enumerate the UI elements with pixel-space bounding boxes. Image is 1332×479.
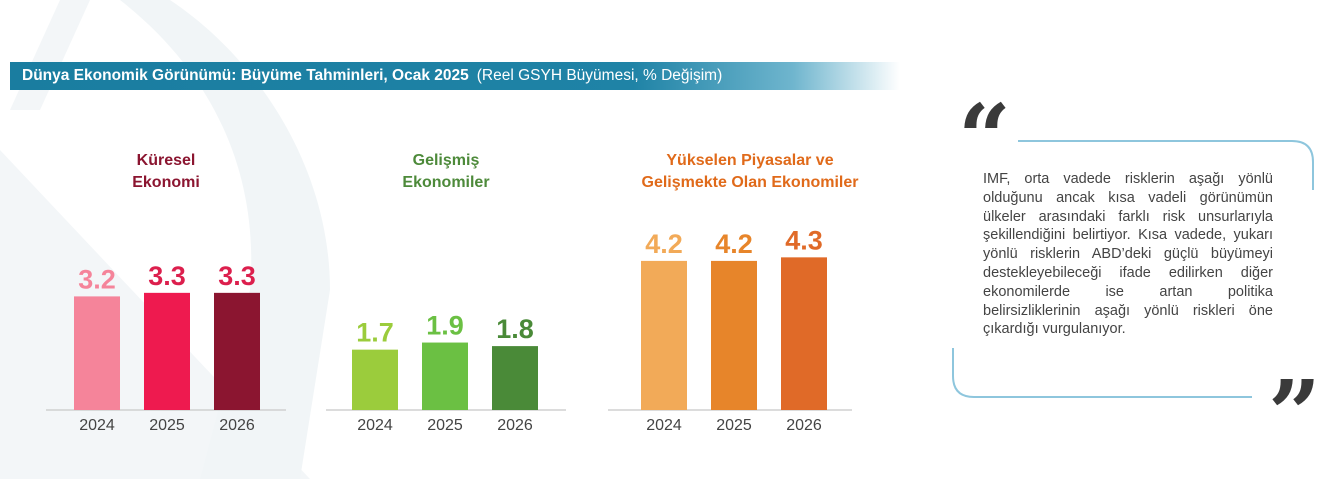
- chart-title-line: Gelişmekte Olan Ekonomiler: [641, 174, 859, 191]
- open-quote-icon: “: [958, 84, 1011, 192]
- x-tick-label: 2024: [79, 417, 115, 434]
- x-tick-label: 2024: [357, 417, 393, 434]
- bar-2024: [74, 296, 120, 410]
- x-tick-label: 2024: [646, 417, 682, 434]
- x-tick-label: 2025: [716, 417, 752, 434]
- chart-global-economy: Küresel Ekonomi 3.2 2024 3.3 2025 3.3 2026: [46, 150, 286, 440]
- bar-2025: [711, 260, 757, 410]
- bar-2025: [422, 342, 468, 410]
- quote-box: [952, 140, 1314, 398]
- data-label: 3.2: [78, 264, 116, 294]
- chart-title-line: Ekonomiler: [402, 174, 490, 191]
- chart-title-line: Yükselen Piyasalar ve: [666, 152, 834, 169]
- header-title: Dünya Ekonomik Görünümü: Büyüme Tahminle…: [22, 67, 469, 84]
- quote-border: [952, 140, 1314, 398]
- chart-title-line: Ekonomi: [132, 174, 200, 191]
- chart-advanced-economies: Gelişmiş Ekonomiler 1.7 2024 1.9 2025 1.8 2026: [326, 150, 566, 440]
- bar-2026: [492, 346, 538, 410]
- x-tick-label: 2026: [219, 417, 255, 434]
- chart-title: Gelişmiş Ekonomiler: [326, 150, 566, 194]
- chart-title: Yükselen Piyasalar ve Gelişmekte Olan Eko…: [608, 150, 892, 194]
- chart-svg: 1.7 2024 1.9 2025 1.8 2026: [326, 311, 566, 434]
- data-label: 3.3: [218, 261, 256, 291]
- data-label: 1.7: [356, 318, 394, 348]
- data-label: 1.8: [496, 314, 534, 344]
- chart-title: Küresel Ekonomi: [46, 150, 286, 194]
- x-tick-label: 2025: [427, 417, 463, 434]
- x-tick-label: 2026: [786, 417, 822, 434]
- header-bar: Dünya Ekonomik Görünümü: Büyüme Tahminle…: [10, 62, 900, 90]
- bar-2025: [144, 292, 190, 410]
- bar-2026: [214, 292, 260, 410]
- x-tick-label: 2025: [149, 417, 185, 434]
- bar-2024: [352, 349, 398, 410]
- data-label: 3.3: [148, 261, 186, 291]
- chart-svg: 3.2 2024 3.3 2025 3.3 2026: [46, 261, 286, 434]
- close-quote-icon: ”: [1268, 360, 1321, 468]
- x-tick-label: 2026: [497, 417, 533, 434]
- chart-svg: 4.2 2024 4.2 2025 4.3 2026: [608, 225, 852, 434]
- data-label: 4.2: [645, 229, 683, 259]
- data-label: 1.9: [426, 311, 464, 341]
- quote-text: IMF, orta vadede risklerin aşağı yönlü o…: [983, 171, 1273, 338]
- chart-emerging-economies: Yükselen Piyasalar ve Gelişmekte Olan Eko…: [608, 150, 892, 440]
- bar-2024: [641, 260, 687, 410]
- data-label: 4.2: [715, 229, 753, 259]
- header-subtitle: (Reel GSYH Büyümesi, % Değişim): [476, 67, 723, 84]
- chart-title-line: Gelişmiş: [412, 152, 480, 169]
- bar-2026: [781, 257, 827, 410]
- data-label: 4.3: [785, 225, 823, 255]
- chart-title-line: Küresel: [136, 152, 196, 169]
